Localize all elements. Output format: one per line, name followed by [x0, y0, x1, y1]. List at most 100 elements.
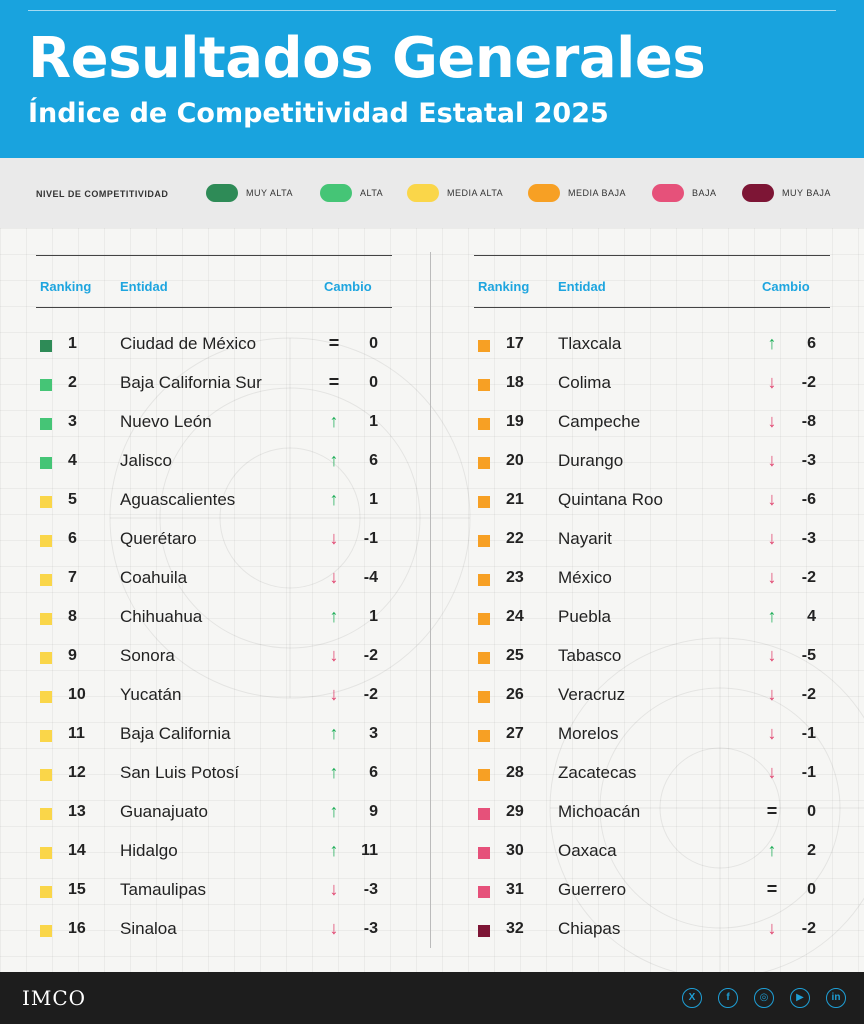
level-swatch	[40, 496, 52, 508]
youtube-icon[interactable]: ▶	[790, 988, 810, 1008]
entity-name: Tlaxcala	[558, 334, 622, 353]
column-header-cambio: Cambio	[762, 279, 810, 294]
page-subtitle: Índice de Competitividad Estatal 2025	[28, 98, 609, 129]
equals-icon: =	[766, 801, 778, 821]
arrow-up-icon: ↑	[329, 762, 339, 782]
change-value: 1	[369, 491, 378, 508]
change-value: -3	[801, 530, 816, 547]
table-row: 20 Durango ↓ -3	[478, 447, 828, 486]
rank-number: 8	[68, 608, 77, 625]
legend-swatch	[407, 184, 439, 202]
table-row: 12 San Luis Potosí ↑ 6	[40, 759, 390, 798]
rank-number: 15	[68, 881, 86, 898]
level-swatch	[40, 340, 52, 352]
arrow-down-icon: ↓	[329, 567, 339, 587]
table-row: 9 Sonora ↓ -2	[40, 642, 390, 681]
arrow-up-icon: ↑	[329, 801, 339, 821]
entity-name: Hidalgo	[120, 841, 178, 860]
table-row: 24 Puebla ↑ 4	[478, 603, 828, 642]
entity-name: Coahuila	[120, 568, 188, 587]
table-row: 30 Oaxaca ↑ 2	[478, 837, 828, 876]
table-row: 13 Guanajuato ↑ 9	[40, 798, 390, 837]
legend-swatch	[206, 184, 238, 202]
change-value: -2	[801, 686, 816, 703]
change-value: -2	[801, 374, 816, 391]
rank-number: 13	[68, 803, 86, 820]
rank-number: 17	[506, 335, 524, 352]
rank-number: 9	[68, 647, 77, 664]
level-swatch	[40, 808, 52, 820]
change-value: -1	[363, 530, 378, 547]
arrow-up-icon: ↑	[767, 333, 777, 353]
x-icon[interactable]: X	[682, 988, 702, 1008]
linkedin-icon[interactable]: in	[826, 988, 846, 1008]
change-value: -1	[801, 764, 816, 781]
entity-name: Sinaloa	[120, 919, 177, 938]
table-row: 18 Colima ↓ -2	[478, 369, 828, 408]
entity-name: Tamaulipas	[120, 880, 206, 899]
change-value: -1	[801, 725, 816, 742]
level-swatch	[478, 340, 490, 352]
level-swatch	[478, 730, 490, 742]
arrow-down-icon: ↓	[767, 645, 777, 665]
table-row: 7 Coahuila ↓ -4	[40, 564, 390, 603]
rank-number: 2	[68, 374, 77, 391]
level-swatch	[478, 574, 490, 586]
entity-name: Baja California Sur	[120, 373, 262, 392]
entity-name: Chiapas	[558, 919, 621, 938]
arrow-up-icon: ↑	[329, 723, 339, 743]
rank-number: 21	[506, 491, 524, 508]
arrow-down-icon: ↓	[329, 528, 339, 548]
entity-name: Tabasco	[558, 646, 622, 665]
change-value: 0	[807, 881, 816, 898]
level-swatch	[478, 613, 490, 625]
level-swatch	[40, 730, 52, 742]
table-row: 27 Morelos ↓ -1	[478, 720, 828, 759]
change-value: -3	[801, 452, 816, 469]
change-value: 4	[807, 608, 816, 625]
entity-name: Morelos	[558, 724, 619, 743]
header-rule-top	[474, 255, 830, 256]
grid-background	[0, 228, 864, 972]
table-row: 3 Nuevo León ↑ 1	[40, 408, 390, 447]
legend-item: MUY ALTA	[206, 184, 293, 202]
table-row: 2 Baja California Sur = 0	[40, 369, 390, 408]
level-swatch	[40, 418, 52, 430]
instagram-icon[interactable]: ◎	[754, 988, 774, 1008]
legend-swatch	[320, 184, 352, 202]
rank-number: 25	[506, 647, 524, 664]
legend-title: NIVEL DE COMPETITIVIDAD	[36, 189, 169, 199]
rank-number: 28	[506, 764, 524, 781]
arrow-down-icon: ↓	[767, 372, 777, 392]
change-value: -3	[363, 920, 378, 937]
table-row: 22 Nayarit ↓ -3	[478, 525, 828, 564]
level-swatch	[478, 535, 490, 547]
level-swatch	[40, 652, 52, 664]
rank-number: 1	[68, 335, 77, 352]
facebook-icon[interactable]: f	[718, 988, 738, 1008]
change-value: 0	[369, 374, 378, 391]
level-swatch	[478, 769, 490, 781]
entity-name: Chihuahua	[120, 607, 203, 626]
change-value: 6	[369, 764, 378, 781]
column-header-cambio: Cambio	[324, 279, 372, 294]
column-header-ranking: Ranking	[478, 279, 530, 294]
legend-item: MUY BAJA	[742, 184, 831, 202]
change-value: 11	[361, 842, 378, 859]
change-value: 2	[807, 842, 816, 859]
change-value: -3	[363, 881, 378, 898]
legend-swatch	[528, 184, 560, 202]
arrow-down-icon: ↓	[767, 411, 777, 431]
entity-name: Campeche	[558, 412, 641, 431]
legend-label: MEDIA ALTA	[447, 188, 504, 198]
legend-item: MEDIA ALTA	[407, 184, 503, 202]
level-swatch	[478, 457, 490, 469]
change-value: 0	[807, 803, 816, 820]
level-swatch	[40, 613, 52, 625]
rank-number: 24	[506, 608, 524, 625]
rank-number: 7	[68, 569, 77, 586]
rank-number: 4	[68, 452, 77, 469]
change-value: -2	[801, 569, 816, 586]
table-row: 15 Tamaulipas ↓ -3	[40, 876, 390, 915]
entity-name: México	[558, 568, 612, 587]
